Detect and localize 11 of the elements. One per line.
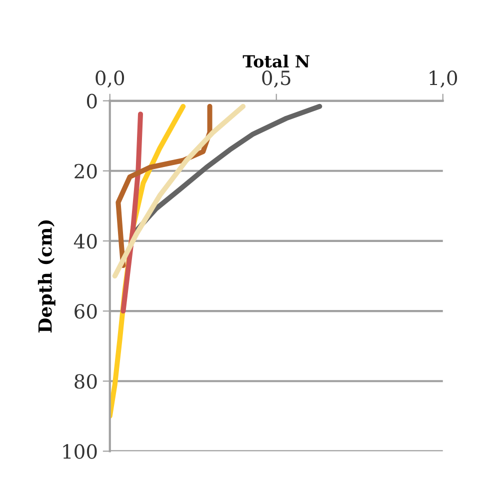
- y-tick-label: 40: [74, 234, 97, 249]
- y-tick-label: 100: [63, 444, 97, 459]
- y-tick-label: 80: [74, 374, 97, 389]
- y-tick-label: 60: [74, 304, 97, 319]
- x-tick-label: 0,5: [262, 70, 290, 88]
- y-tick-label: 0: [86, 94, 97, 108]
- x-tick-label: 1,0: [430, 70, 458, 88]
- y-tick-label: 20: [74, 164, 97, 179]
- y-axis-title: Depth (cm): [38, 220, 56, 333]
- x-axis-title: Total N: [242, 54, 310, 68]
- x-tick-label: 0,0: [96, 70, 124, 88]
